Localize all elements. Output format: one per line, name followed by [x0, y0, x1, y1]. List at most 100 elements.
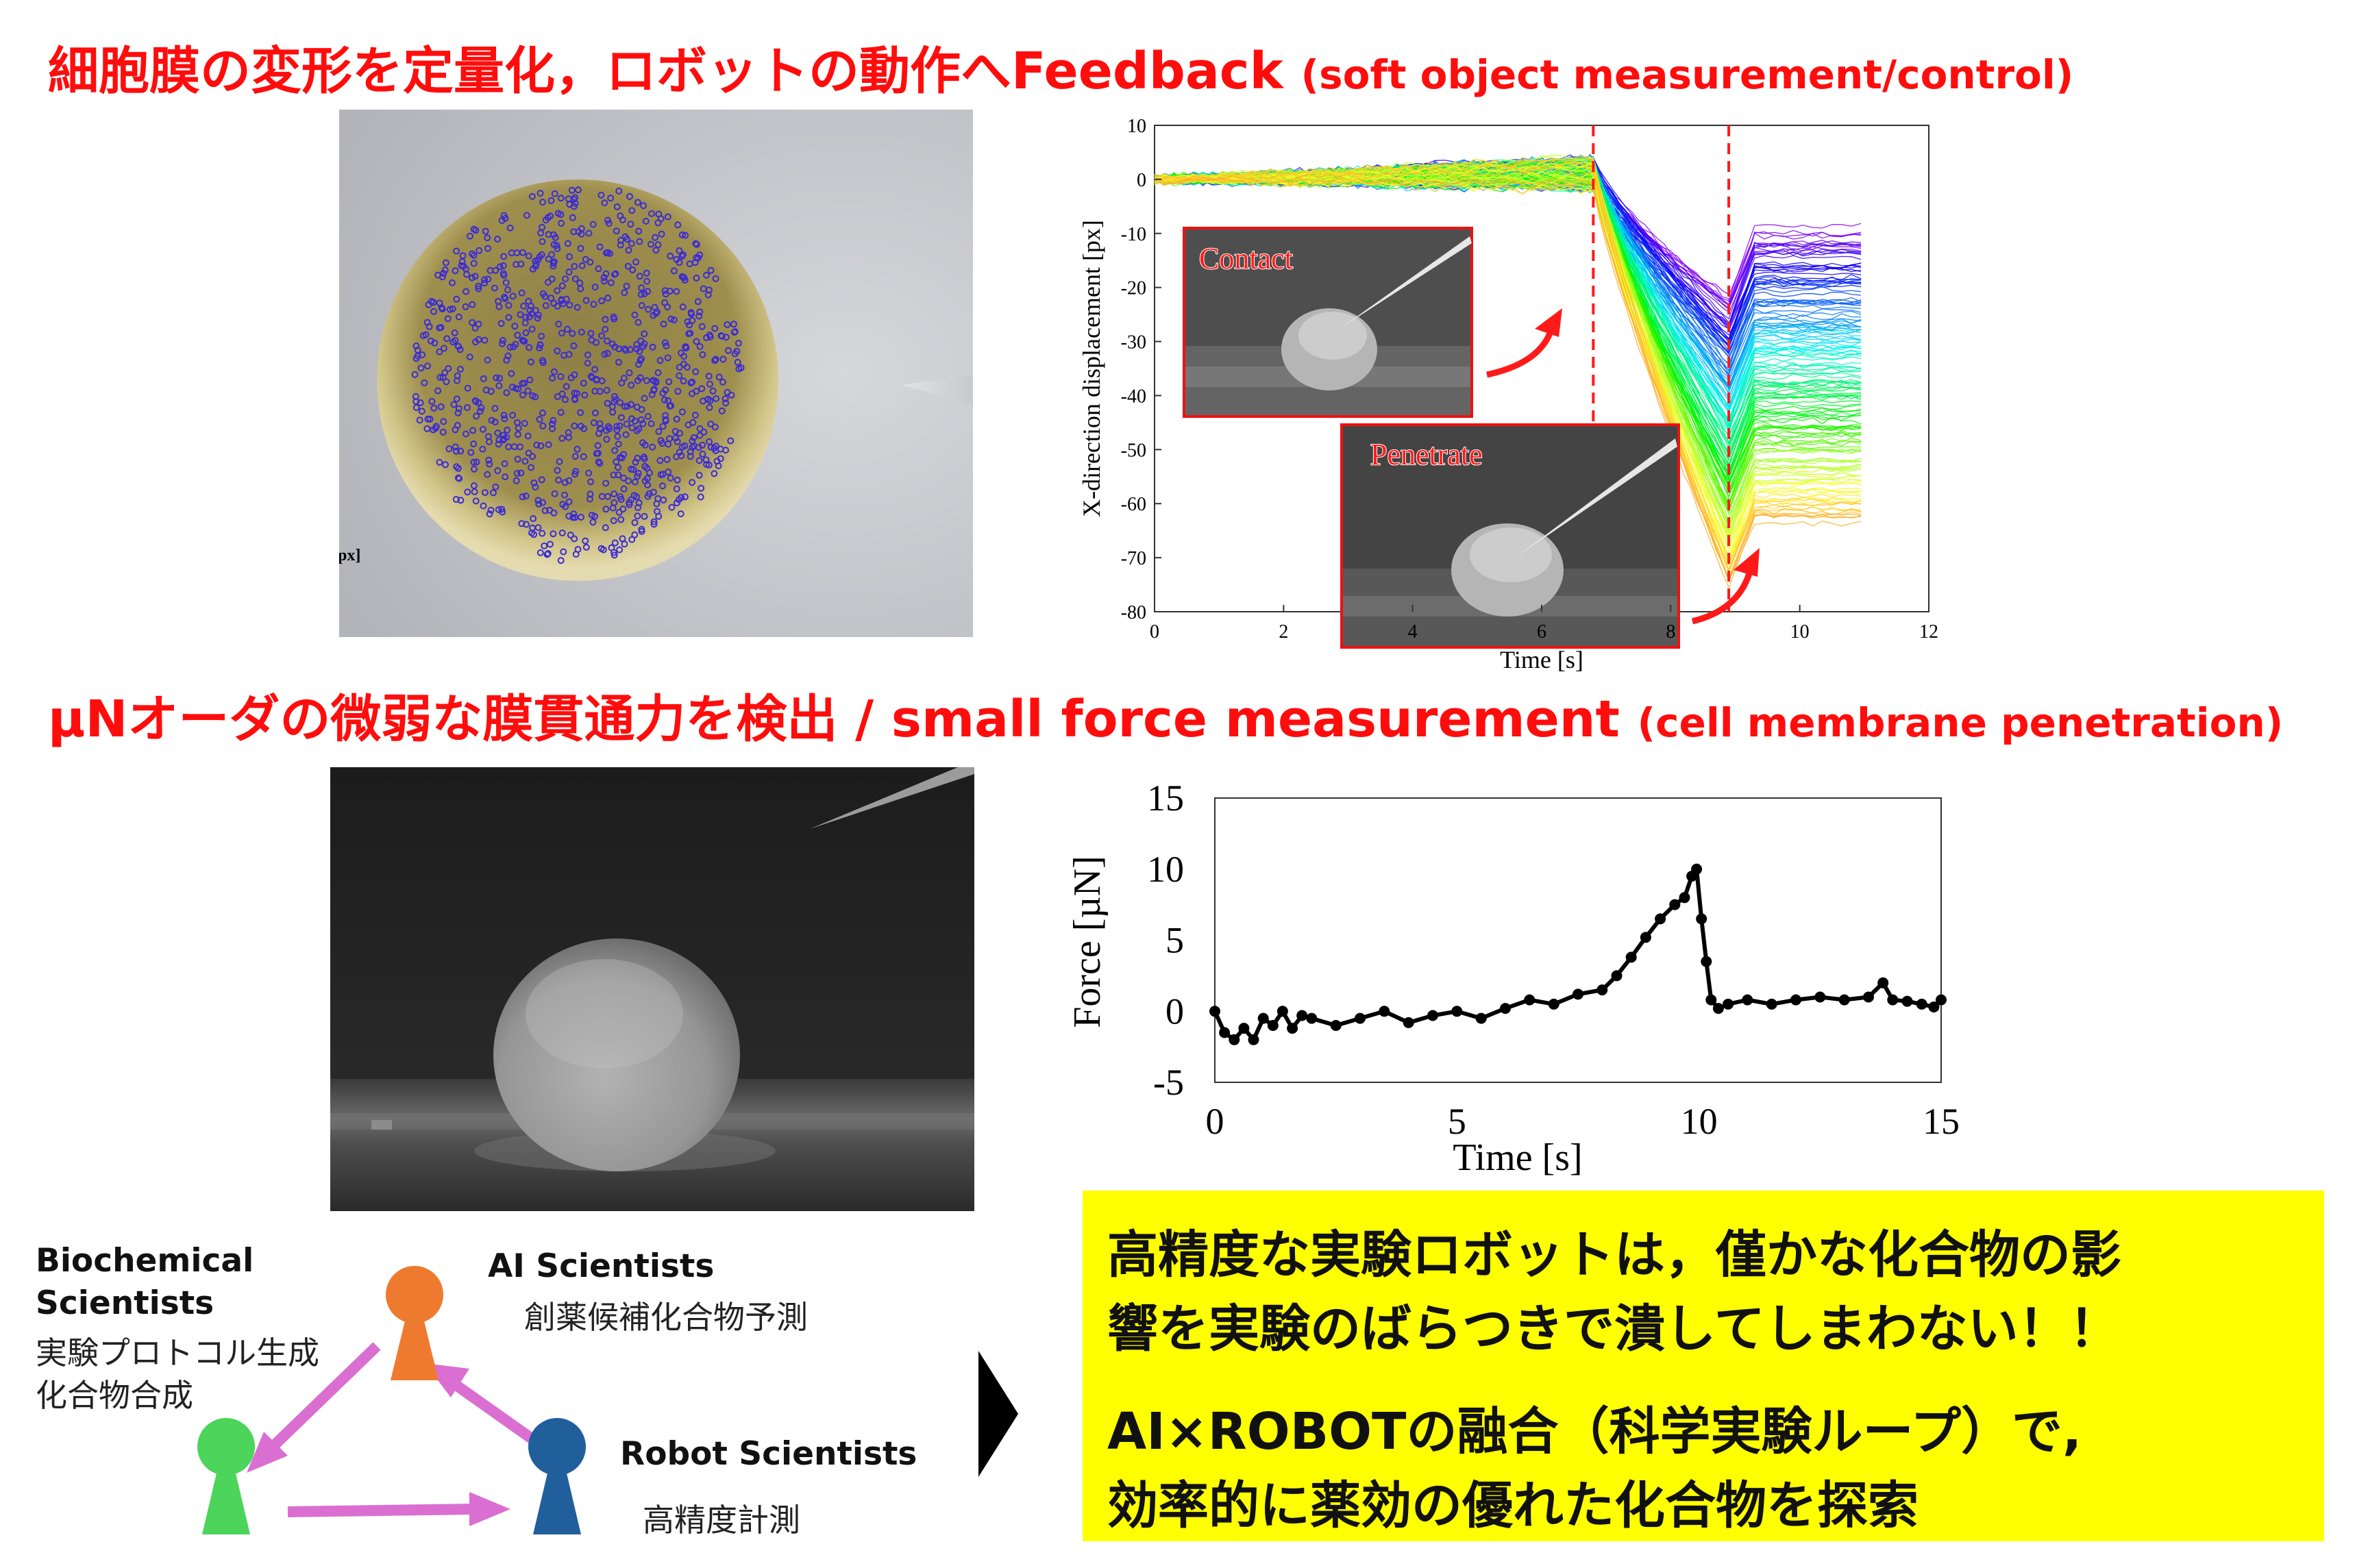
tracking-marker	[544, 279, 552, 286]
tracking-marker	[500, 262, 507, 269]
tracking-marker	[705, 461, 713, 469]
tracking-marker	[643, 277, 651, 285]
tracking-marker	[655, 210, 663, 218]
tracking-marker	[602, 506, 610, 513]
tracking-marker	[628, 415, 635, 423]
tracking-markers	[411, 186, 745, 564]
tracking-marker	[441, 266, 449, 274]
tracking-marker	[577, 245, 584, 252]
tracking-marker	[725, 347, 732, 354]
tracking-marker	[539, 530, 546, 537]
plot-frame	[1214, 797, 1942, 1083]
tracking-marker	[452, 267, 459, 275]
tracking-marker	[711, 325, 719, 332]
tracking-marker	[635, 227, 643, 235]
force-point	[1330, 1020, 1342, 1031]
tracking-marker	[493, 374, 500, 382]
tracking-marker	[604, 349, 611, 357]
tracking-marker	[528, 192, 536, 200]
tracking-marker	[642, 217, 650, 225]
y-tick-label: -70	[1121, 548, 1146, 569]
tracking-marker	[706, 333, 714, 340]
x-tick-label: 5	[1448, 1101, 1466, 1142]
tracking-marker	[504, 426, 511, 434]
tracking-marker	[664, 213, 671, 221]
tracking-marker	[566, 201, 574, 208]
tracking-marker	[610, 517, 617, 525]
tracking-marker	[636, 238, 643, 245]
force-point	[1355, 1012, 1366, 1024]
tracking-marker	[411, 371, 419, 378]
tracking-marker	[539, 422, 547, 430]
arrow-biochemical-to-robot	[287, 1492, 510, 1526]
tracking-marker	[514, 456, 521, 463]
tracking-marker	[654, 369, 662, 376]
tracking-marker	[484, 471, 491, 478]
tracking-marker	[615, 358, 622, 366]
tracking-marker	[526, 344, 533, 351]
tracking-marker	[645, 306, 652, 313]
force-point	[1814, 991, 1826, 1003]
tracking-marker	[713, 395, 720, 402]
tracking-marker	[626, 499, 633, 506]
tracking-marker	[633, 427, 641, 434]
tracking-marker	[571, 453, 579, 460]
tracking-marker	[506, 343, 514, 351]
tracking-marker	[604, 399, 611, 407]
tracking-marker	[519, 379, 526, 387]
tracking-marker	[475, 282, 482, 290]
tracking-marker	[476, 247, 483, 254]
tracking-marker	[691, 259, 699, 266]
tracking-marker	[620, 485, 628, 493]
tracking-marker	[486, 266, 494, 274]
force-point	[1838, 994, 1850, 1006]
tracking-marker	[621, 289, 628, 297]
tracking-marker	[692, 240, 700, 247]
force-point	[1877, 977, 1889, 988]
tracking-marker	[730, 329, 738, 336]
tracking-marker	[508, 249, 515, 257]
tracking-marker	[681, 277, 689, 284]
tracking-marker	[442, 259, 449, 266]
tracking-marker	[546, 540, 554, 548]
tracking-marker	[666, 288, 674, 295]
tracking-marker	[587, 478, 594, 486]
tracking-marker	[682, 343, 689, 351]
tracking-marker	[534, 314, 541, 322]
tracking-marker	[479, 445, 486, 453]
tracking-marker	[557, 195, 565, 202]
tracking-marker	[643, 377, 650, 384]
tracking-marker	[559, 300, 567, 308]
y-axis-label: Force [µN]	[1066, 856, 1109, 1028]
tracking-marker	[547, 295, 555, 302]
tracking-marker	[440, 418, 447, 425]
tracking-marker	[436, 348, 443, 356]
force-point	[1669, 899, 1681, 910]
heading-sub: (cell membrane penetration)	[1637, 699, 2284, 746]
tracking-marker	[707, 443, 715, 451]
tracking-marker	[676, 449, 683, 456]
force-point	[1267, 1020, 1279, 1031]
tracking-marker	[477, 408, 484, 415]
tracking-marker	[632, 258, 640, 266]
tracking-marker	[695, 471, 703, 479]
tracking-marker	[616, 453, 624, 461]
tracking-marker	[470, 482, 478, 489]
tracking-marker	[512, 340, 519, 348]
tracking-marker	[628, 424, 636, 432]
tracking-marker	[544, 214, 552, 221]
tracking-marker	[683, 364, 691, 371]
tracking-marker	[613, 227, 620, 235]
tracking-marker	[509, 293, 517, 300]
y-tick-label: -80	[1121, 602, 1146, 623]
tracking-marker	[431, 339, 439, 347]
tracking-marker	[513, 470, 521, 477]
tracking-marker	[661, 299, 669, 306]
tracking-marker	[648, 420, 655, 427]
tracking-marker	[470, 260, 478, 267]
tracking-marker	[691, 412, 699, 419]
robot-scientist-figure	[528, 1418, 586, 1534]
event-lines	[1592, 125, 1731, 612]
tracking-marker	[470, 225, 478, 233]
tracking-marker	[641, 340, 648, 347]
